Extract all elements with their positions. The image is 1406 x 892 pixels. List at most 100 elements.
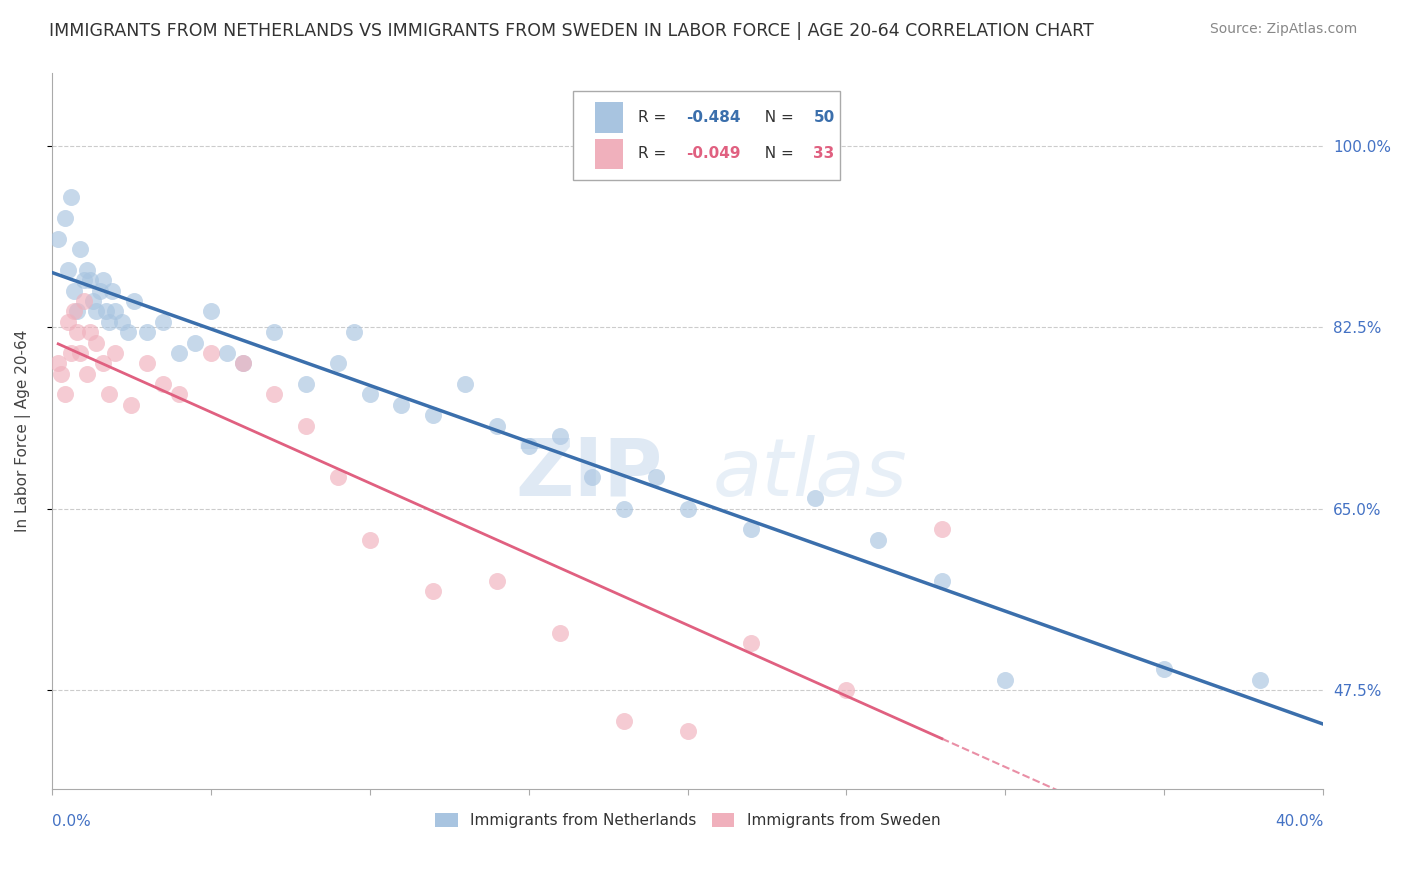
Point: [46, 232, 69, 246]
Point: [79, 273, 101, 287]
Point: [98, 387, 121, 401]
Text: -0.484: -0.484: [686, 110, 741, 125]
FancyBboxPatch shape: [574, 91, 841, 180]
Point: [111, 315, 134, 329]
Point: [86, 335, 108, 350]
Point: [295, 418, 318, 433]
Point: [613, 501, 636, 516]
Y-axis label: In Labor Force | Age 20-64: In Labor Force | Age 20-64: [15, 329, 31, 532]
Point: [53, 387, 76, 401]
Text: N =: N =: [755, 110, 799, 125]
Point: [86, 304, 108, 318]
Point: [215, 346, 238, 360]
Point: [66, 304, 89, 318]
Point: [391, 398, 413, 412]
Point: [91, 273, 114, 287]
Point: [72, 294, 94, 309]
Point: [931, 522, 953, 536]
Point: [66, 325, 89, 339]
Point: [740, 522, 762, 536]
Point: [53, 211, 76, 226]
Point: [232, 356, 254, 370]
Text: N =: N =: [755, 146, 799, 161]
Point: [51, 367, 73, 381]
Point: [152, 315, 174, 329]
Point: [232, 356, 254, 370]
Point: [94, 304, 117, 318]
Point: [76, 263, 98, 277]
Point: [454, 377, 477, 392]
Point: [82, 294, 104, 309]
Point: [72, 273, 94, 287]
Point: [263, 325, 285, 339]
Point: [676, 501, 699, 516]
FancyBboxPatch shape: [595, 138, 623, 169]
Point: [994, 673, 1017, 687]
Point: [550, 429, 572, 443]
Point: [295, 377, 318, 392]
Text: ZIP: ZIP: [515, 434, 662, 513]
Point: [835, 683, 858, 698]
Point: [59, 346, 82, 360]
Point: [359, 533, 381, 547]
Text: 40.0%: 40.0%: [1275, 814, 1323, 829]
Point: [485, 574, 508, 588]
Point: [136, 356, 159, 370]
Point: [120, 398, 142, 412]
Point: [613, 714, 636, 728]
Point: [200, 304, 222, 318]
Point: [56, 263, 79, 277]
Point: [136, 325, 159, 339]
Point: [91, 356, 114, 370]
Point: [69, 242, 91, 256]
Point: [76, 367, 98, 381]
FancyBboxPatch shape: [595, 103, 623, 133]
Text: 33: 33: [814, 146, 835, 161]
Point: [740, 636, 762, 650]
Text: 50: 50: [814, 110, 835, 125]
Text: IMMIGRANTS FROM NETHERLANDS VS IMMIGRANTS FROM SWEDEN IN LABOR FORCE | AGE 20-64: IMMIGRANTS FROM NETHERLANDS VS IMMIGRANT…: [49, 22, 1094, 40]
Point: [931, 574, 953, 588]
Text: Source: ZipAtlas.com: Source: ZipAtlas.com: [1209, 22, 1357, 37]
Point: [59, 190, 82, 204]
Point: [69, 346, 91, 360]
Point: [485, 418, 508, 433]
Point: [326, 470, 349, 484]
Point: [124, 294, 146, 309]
Text: -0.049: -0.049: [686, 146, 741, 161]
Point: [1249, 673, 1271, 687]
Text: R =: R =: [638, 146, 671, 161]
Point: [868, 533, 890, 547]
Point: [581, 470, 603, 484]
Point: [184, 335, 207, 350]
Point: [167, 387, 190, 401]
Point: [56, 315, 79, 329]
Point: [803, 491, 825, 505]
Point: [98, 315, 121, 329]
Point: [550, 626, 572, 640]
Point: [104, 304, 127, 318]
Point: [359, 387, 381, 401]
Point: [676, 724, 699, 739]
Point: [152, 377, 174, 392]
Text: R =: R =: [638, 110, 671, 125]
Point: [101, 284, 124, 298]
Point: [117, 325, 139, 339]
Point: [644, 470, 666, 484]
Point: [263, 387, 285, 401]
Point: [200, 346, 222, 360]
Point: [422, 408, 444, 422]
Point: [343, 325, 366, 339]
Point: [1153, 662, 1175, 676]
Text: atlas: atlas: [713, 434, 908, 513]
Point: [89, 284, 111, 298]
Point: [63, 284, 86, 298]
Legend: Immigrants from Netherlands, Immigrants from Sweden: Immigrants from Netherlands, Immigrants …: [429, 807, 946, 835]
Point: [326, 356, 349, 370]
Point: [46, 356, 69, 370]
Point: [79, 325, 101, 339]
Point: [167, 346, 190, 360]
Point: [63, 304, 86, 318]
Point: [104, 346, 127, 360]
Text: 0.0%: 0.0%: [52, 814, 90, 829]
